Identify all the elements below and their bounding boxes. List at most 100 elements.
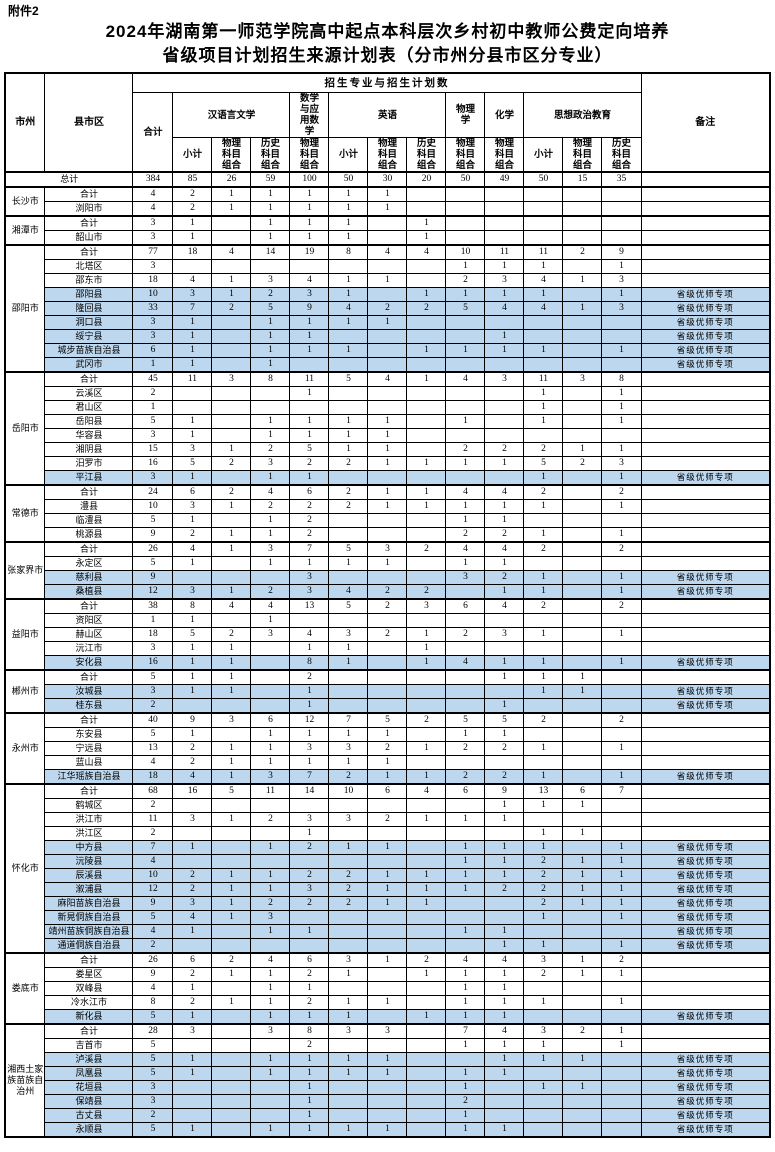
value-cell: 5 — [367, 712, 408, 728]
value-cell: 1 — [367, 315, 408, 330]
value-cell — [562, 613, 603, 628]
value-cell: 1 — [406, 287, 447, 302]
value-cell: 2 — [523, 541, 564, 557]
value-cell: 4 — [132, 924, 174, 939]
value-cell: 1 — [328, 655, 369, 671]
value-cell — [445, 357, 486, 373]
value-cell — [406, 186, 447, 202]
value-cell: 1 — [523, 527, 564, 543]
value-cell: 1 — [406, 769, 447, 785]
value-cell — [211, 1094, 252, 1109]
table-row: 永州市 合计 40 9 3 6 12 7 5 2 5 5 2 2 — [4, 712, 771, 785]
value-cell — [445, 230, 486, 246]
value-cell: 2 — [211, 456, 252, 471]
value-cell: 2 — [289, 513, 330, 528]
value-cell — [562, 484, 603, 500]
value-cell: 3 — [132, 1080, 174, 1095]
table-row: 保靖县 3 1 2 省级优师专项 — [5, 1094, 771, 1109]
value-cell: 16 — [132, 655, 174, 671]
value-cell — [328, 684, 369, 699]
value-cell: 1 — [250, 230, 291, 246]
value-cell: 3 — [328, 1023, 369, 1039]
remark-cell: 省级优师专项 — [640, 470, 771, 486]
value-cell — [211, 470, 252, 486]
col-header-chinese-subtotal: 小计 — [172, 137, 213, 173]
city-cell: 湘西土家族苗族自治州 — [4, 1023, 46, 1138]
value-cell — [367, 259, 408, 274]
value-cell: 1 — [601, 1023, 642, 1039]
value-cell: 7 — [601, 783, 642, 799]
value-cell: 1 — [172, 1052, 213, 1067]
table-row: 怀化市 合计 68 16 5 11 14 10 6 4 6 9 13 6 7 — [4, 783, 771, 954]
value-cell: 2 — [601, 484, 642, 500]
value-cell: 6 — [367, 783, 408, 799]
value-cell — [328, 259, 369, 274]
value-cell: 2 — [523, 712, 564, 728]
value-cell: 1 — [601, 343, 642, 358]
col-header-major-physics: 物理学 — [445, 92, 486, 138]
value-cell: 1 — [289, 1080, 330, 1095]
county-cell: 中方县 — [44, 840, 134, 855]
value-cell — [601, 924, 642, 939]
col-header-politics-history-combo: 历史科目组合 — [601, 137, 642, 173]
value-cell — [601, 1009, 642, 1025]
value-cell — [562, 259, 603, 274]
city-cell: 益阳市 — [4, 598, 46, 671]
remark-cell — [640, 428, 771, 443]
value-cell: 1 — [406, 215, 447, 231]
table-row: 武冈市 1 1 1 省级优师专项 — [5, 357, 771, 373]
value-cell — [250, 698, 291, 714]
value-cell: 1 — [289, 1122, 330, 1138]
county-cell: 合计 — [44, 215, 134, 231]
value-cell — [484, 315, 525, 330]
value-cell: 9 — [484, 783, 525, 799]
remark-cell: 省级优师专项 — [640, 315, 771, 330]
value-cell: 1 — [250, 343, 291, 358]
value-cell: 6 — [172, 952, 213, 968]
value-cell — [211, 698, 252, 714]
col-header-chinese-physics-combo: 物理科目组合 — [211, 137, 252, 173]
remark-cell: 省级优师专项 — [640, 854, 771, 869]
value-cell — [562, 1038, 603, 1053]
county-cell: 新晃侗族自治县 — [44, 910, 134, 925]
value-cell — [211, 230, 252, 246]
remark-cell — [640, 171, 771, 188]
county-cell: 宁远县 — [44, 741, 134, 756]
value-cell: 1 — [250, 513, 291, 528]
value-cell — [289, 854, 330, 869]
value-cell: 2 — [172, 741, 213, 756]
value-cell: 5 — [132, 513, 174, 528]
value-cell: 1 — [172, 470, 213, 486]
value-cell: 1 — [289, 329, 330, 344]
value-cell — [328, 570, 369, 585]
value-cell — [562, 755, 603, 770]
value-cell: 26 — [132, 541, 174, 557]
value-cell: 6 — [172, 484, 213, 500]
value-cell: 1 — [289, 698, 330, 714]
remark-cell — [640, 499, 771, 514]
remark-cell — [640, 798, 771, 813]
value-cell: 1 — [367, 769, 408, 785]
value-cell: 1 — [601, 287, 642, 302]
value-cell: 16 — [132, 456, 174, 471]
value-cell — [562, 627, 603, 642]
value-cell: 1 — [484, 840, 525, 855]
value-cell: 85 — [172, 171, 213, 188]
table-row: 泸溪县 5 1 1 1 1 1 1 1 1 省级优师专项 — [5, 1052, 771, 1067]
col-header-math-physics-combo: 物理科目组合 — [289, 137, 330, 173]
value-cell: 18 — [172, 244, 213, 260]
value-cell: 1 — [484, 655, 525, 671]
remark-cell — [640, 727, 771, 742]
value-cell: 2 — [406, 541, 447, 557]
value-cell — [367, 343, 408, 358]
value-cell: 3 — [172, 499, 213, 514]
value-cell: 2 — [445, 527, 486, 543]
value-cell: 1 — [601, 259, 642, 274]
value-cell — [523, 1066, 564, 1081]
value-cell: 1 — [211, 442, 252, 457]
value-cell: 1 — [484, 1038, 525, 1053]
value-cell: 1 — [445, 868, 486, 883]
value-cell: 2 — [289, 896, 330, 911]
value-cell: 1 — [328, 186, 369, 202]
value-cell — [523, 1009, 564, 1025]
